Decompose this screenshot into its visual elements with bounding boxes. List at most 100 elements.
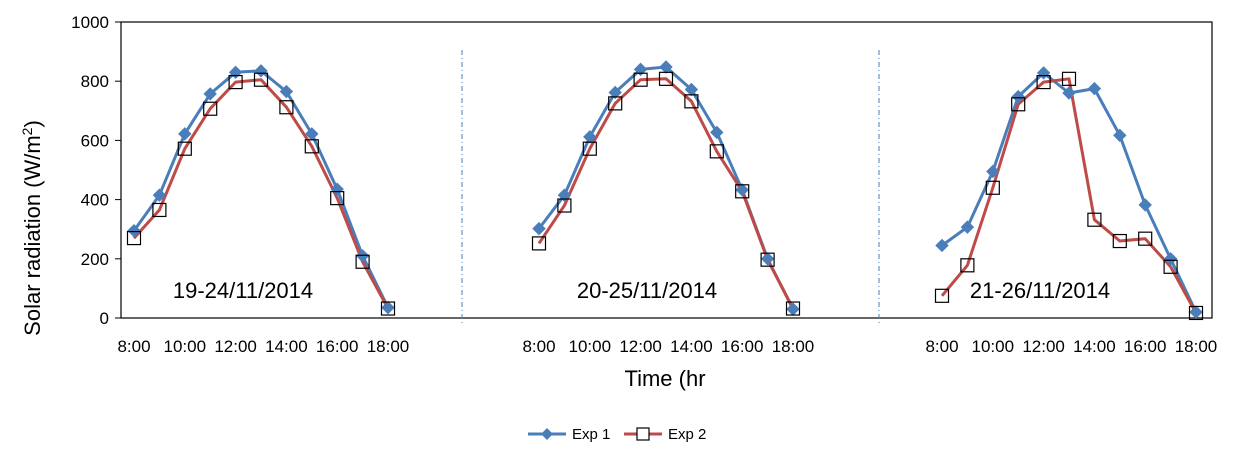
data-point-exp-1 bbox=[633, 62, 648, 77]
data-point-exp-2 bbox=[1087, 212, 1102, 227]
panel-2: 8:00 10:00 12:00 14:00 16:00 18:00 20-25/11/20… bbox=[522, 60, 815, 356]
y-tick-label: 800 bbox=[81, 72, 109, 91]
legend-label: Exp 2 bbox=[668, 426, 706, 443]
legend-item: Exp 2 bbox=[624, 426, 706, 443]
data-point-exp-1 bbox=[710, 125, 724, 140]
data-point-exp-1 bbox=[279, 84, 294, 99]
y-axis: 0 200 400 600 800 1000 bbox=[71, 13, 121, 328]
data-point-exp-1 bbox=[935, 238, 949, 253]
data-point-exp-2 bbox=[709, 144, 724, 159]
data-point-exp-1 bbox=[1163, 252, 1178, 266]
data-point-exp-1 bbox=[152, 188, 167, 202]
data-point-exp-2 bbox=[1163, 259, 1178, 274]
data-point-exp-2 bbox=[1061, 71, 1077, 86]
data-point-exp-2 bbox=[126, 230, 142, 246]
y-axis-label-main: Solar radiation (W/m bbox=[20, 135, 45, 336]
x-tick-label: 18:00 bbox=[772, 337, 815, 356]
x-tick-label: 8:00 bbox=[117, 337, 150, 356]
x-tick-label: 14:00 bbox=[670, 337, 713, 356]
data-point-exp-2 bbox=[760, 252, 775, 267]
data-point-exp-2 bbox=[380, 301, 396, 316]
x-tick-label: 14:00 bbox=[265, 337, 308, 356]
data-point-exp-2 bbox=[633, 72, 648, 87]
data-point-exp-2 bbox=[152, 202, 167, 218]
x-tick-label: 12:00 bbox=[1022, 337, 1065, 356]
data-point-exp-2 bbox=[960, 258, 975, 273]
data-point-exp-2 bbox=[934, 288, 950, 303]
y-tick-label: 0 bbox=[100, 309, 109, 328]
data-point-exp-1 bbox=[381, 300, 395, 315]
x-tick-label: 16:00 bbox=[721, 337, 764, 356]
x-tick-label: 10:00 bbox=[972, 337, 1015, 356]
data-point-exp-2 bbox=[557, 198, 572, 213]
data-point-exp-2 bbox=[279, 100, 294, 115]
data-point-exp-1 bbox=[330, 182, 344, 196]
x-axis-label: Time (hr bbox=[624, 366, 705, 391]
y-axis-label-end: ) bbox=[20, 120, 45, 127]
x-tick-label: 14:00 bbox=[1073, 337, 1116, 356]
data-point-exp-2 bbox=[658, 71, 674, 86]
legend-item: Exp 1 bbox=[528, 426, 610, 443]
data-point-exp-1 bbox=[254, 64, 268, 78]
y-tick-label: 600 bbox=[81, 131, 109, 150]
x-tick-label: 12:00 bbox=[619, 337, 662, 356]
x-tick-label: 8:00 bbox=[522, 337, 555, 356]
data-point-exp-1 bbox=[608, 85, 622, 100]
data-point-exp-1 bbox=[684, 82, 699, 97]
data-point-exp-2 bbox=[1011, 97, 1026, 112]
panel-3: 8:00 10:00 12:00 14:00 16:00 18:00 21-26/11/20… bbox=[925, 66, 1218, 356]
data-point-exp-2 bbox=[355, 254, 370, 269]
x-tick-label: 18:00 bbox=[1175, 337, 1218, 356]
data-point-exp-1 bbox=[1189, 305, 1203, 319]
data-point-exp-1 bbox=[1138, 198, 1152, 212]
legend-label: Exp 1 bbox=[572, 426, 610, 443]
data-point-exp-2 bbox=[203, 101, 218, 116]
x-tick-label: 12:00 bbox=[214, 337, 257, 356]
legend-marker bbox=[541, 428, 553, 440]
data-point-exp-1 bbox=[557, 188, 572, 202]
y-tick-label: 400 bbox=[81, 191, 109, 210]
panel-dividers bbox=[461, 50, 880, 325]
y-axis-label-sup: 2 bbox=[19, 127, 35, 135]
data-point-exp-1 bbox=[1087, 81, 1102, 96]
data-point-exp-2 bbox=[228, 74, 243, 90]
x-tick-label: 8:00 bbox=[925, 337, 958, 356]
data-point-exp-2 bbox=[330, 191, 345, 206]
data-point-exp-2 bbox=[531, 236, 547, 251]
data-point-exp-2 bbox=[785, 301, 801, 316]
data-point-exp-1 bbox=[960, 220, 975, 234]
data-point-exp-2 bbox=[735, 184, 750, 199]
panel-date-label: 20-25/11/2014 bbox=[577, 278, 717, 303]
y-tick-label: 200 bbox=[81, 250, 109, 269]
data-point-exp-2 bbox=[1138, 231, 1153, 246]
data-point-exp-1 bbox=[760, 252, 775, 266]
series-line-exp-2 bbox=[537, 77, 795, 310]
data-point-exp-1 bbox=[1062, 86, 1076, 100]
data-point-exp-2 bbox=[582, 141, 597, 156]
data-point-exp-2 bbox=[253, 72, 269, 87]
x-tick-label: 10:00 bbox=[164, 337, 207, 356]
legend-marker bbox=[636, 427, 650, 441]
data-point-exp-1 bbox=[659, 60, 673, 74]
data-point-exp-1 bbox=[127, 223, 141, 238]
y-axis-label: Solar radiation (W/m2) bbox=[19, 120, 45, 336]
legend: Exp 1 Exp 2 bbox=[528, 426, 706, 443]
x-tick-label: 16:00 bbox=[1124, 337, 1167, 356]
panel-1: 8:00 10:00 12:00 14:00 16:00 18:00 19-24/11/20… bbox=[117, 64, 409, 356]
data-point-exp-2 bbox=[1188, 305, 1204, 321]
data-point-exp-2 bbox=[684, 94, 699, 109]
y-tick-label: 1000 bbox=[71, 13, 109, 32]
panel-date-label: 21-26/11/2014 bbox=[970, 278, 1110, 303]
x-tick-label: 16:00 bbox=[316, 337, 359, 356]
data-point-exp-2 bbox=[985, 180, 1000, 195]
data-point-exp-2 bbox=[1112, 233, 1127, 249]
data-point-exp-1 bbox=[735, 183, 749, 197]
x-tick-label: 10:00 bbox=[569, 337, 612, 356]
data-point-exp-1 bbox=[1011, 89, 1025, 104]
data-point-exp-2 bbox=[177, 141, 192, 156]
data-point-exp-2 bbox=[1036, 74, 1051, 90]
panels: 8:00 10:00 12:00 14:00 16:00 18:00 19-24/11/20… bbox=[117, 60, 1218, 356]
data-point-exp-2 bbox=[608, 96, 623, 111]
data-point-exp-1 bbox=[583, 130, 597, 144]
